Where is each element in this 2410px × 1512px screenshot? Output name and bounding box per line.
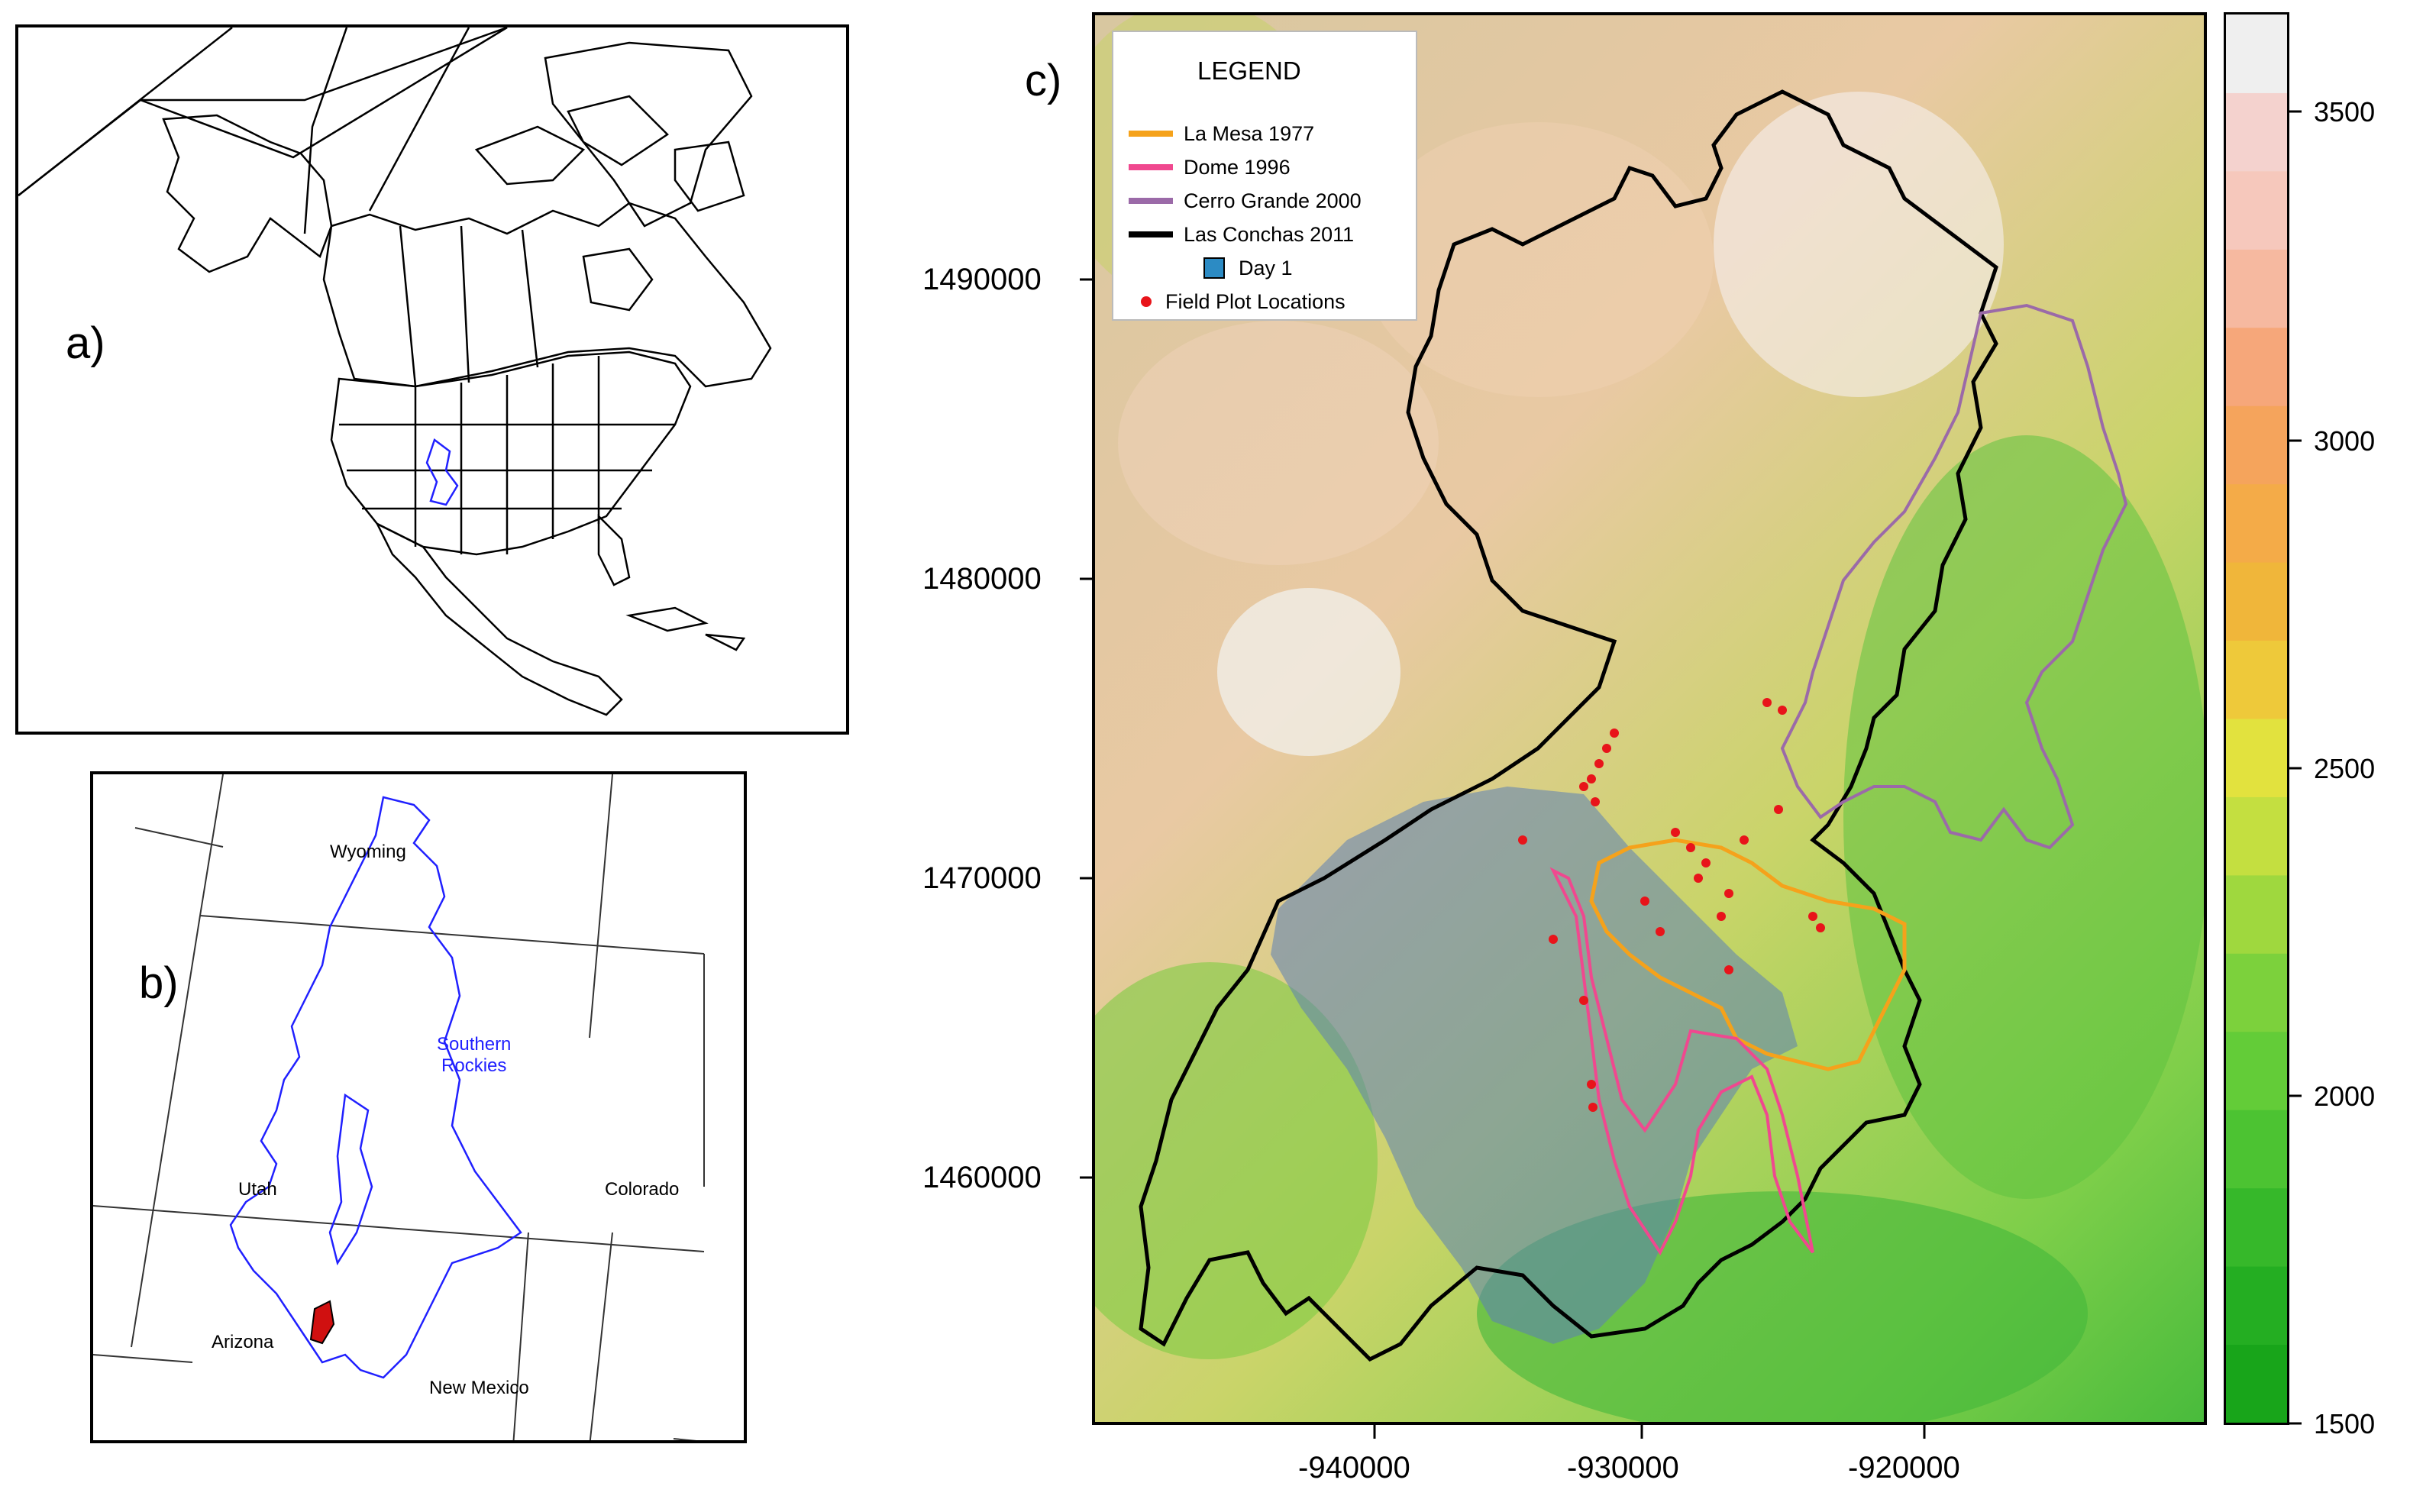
colorbar-band [2226, 92, 2287, 172]
la-mesa-perimeter [1589, 838, 1907, 1071]
las-conchas-perimeter [1139, 89, 1998, 1362]
cerro-grande-perimeter [1780, 303, 2128, 850]
legend-swatch-field-plots [1141, 296, 1152, 307]
colorbar-band [2226, 719, 2287, 797]
x-tick-label: -920000 [1848, 1451, 1960, 1485]
day1-burn-area [1271, 787, 1798, 1344]
panel-c-label: c) [1025, 56, 1062, 105]
colorbar-band [2226, 1187, 2287, 1267]
legend-label-day1: Day 1 [1239, 256, 1293, 279]
legend-title: LEGEND [1197, 57, 1301, 85]
legend-item-dome: Dome 1996 [1129, 156, 1291, 179]
colorbar-band [2226, 249, 2287, 328]
colorbar-band [2226, 170, 2287, 250]
colorbar-band [2226, 405, 2287, 485]
legend-label-las-conchas: Las Conchas 2011 [1184, 222, 1355, 246]
panel-a-label: a) [66, 318, 105, 368]
legend-swatch-la-mesa [1129, 131, 1173, 137]
colorbar-band [2226, 483, 2287, 563]
legend-swatch-day1 [1203, 257, 1225, 279]
y-tick-label: 1480000 [922, 562, 1042, 596]
y-tick-label: 1460000 [922, 1161, 1042, 1194]
southern-rockies-map [93, 774, 705, 1440]
legend-item-las-conchas: Las Conchas 2011 [1129, 223, 1354, 246]
colorbar-band [2226, 796, 2287, 876]
x-tick-label: -930000 [1567, 1451, 1679, 1485]
colorbar-band [2226, 953, 2287, 1032]
colorbar-band [2226, 640, 2287, 719]
field-plot-locations [1518, 698, 1825, 1112]
southern-rockies-outline [425, 438, 459, 506]
state-label-wyoming: Wyoming [330, 842, 406, 862]
colorbar-band [2226, 874, 2287, 954]
colorbar-band [2226, 1110, 2287, 1189]
legend-item-la-mesa: La Mesa 1977 [1129, 122, 1314, 145]
colorbar-band [2226, 1344, 2287, 1423]
colorbar-bands [2226, 15, 2287, 1423]
legend-label-field-plots: Field Plot Locations [1165, 289, 1346, 313]
panel-a-north-america-map: a) [15, 24, 849, 735]
panel-c-elevation-map: LEGEND La Mesa 1977 Dome 1996 Cerro Gran… [1092, 12, 2207, 1425]
legend-label-dome: Dome 1996 [1184, 155, 1291, 179]
state-label-colorado: Colorado [605, 1179, 680, 1200]
elevation-colorbar [2224, 12, 2289, 1425]
legend-item-cerro-grande: Cerro Grande 2000 [1129, 189, 1362, 212]
legend-swatch-las-conchas [1129, 231, 1173, 237]
panel-b-southern-rockies-map: b) Wyoming Utah Colorado Arizona New Mex… [90, 771, 747, 1443]
colorbar-band [2226, 1266, 2287, 1346]
legend-item-field-plots: Field Plot Locations [1141, 290, 1346, 313]
panel-b-label: b) [139, 958, 179, 1008]
legend-label-cerro-grande: Cerro Grande 2000 [1184, 189, 1362, 212]
colorbar-tick-label: 3000 [2314, 425, 2376, 457]
legend-item-day1: Day 1 [1203, 257, 1293, 279]
colorbar-band [2226, 15, 2287, 93]
burn-area-marker [309, 1300, 335, 1345]
southern-rockies-boundary [229, 796, 522, 1379]
y-tick-label: 1490000 [922, 263, 1042, 296]
dome-perimeter [1549, 867, 1814, 1255]
state-label-arizona: Arizona [212, 1332, 274, 1352]
legend-label-la-mesa: La Mesa 1977 [1184, 121, 1315, 145]
colorbar-band [2226, 1031, 2287, 1110]
state-label-utah: Utah [238, 1179, 277, 1200]
map-legend: LEGEND La Mesa 1977 Dome 1996 Cerro Gran… [1112, 31, 1417, 321]
colorbar-tick-label: 2500 [2314, 753, 2376, 784]
x-tick-label: -940000 [1298, 1451, 1410, 1485]
colorbar-tick-label: 1500 [2314, 1408, 2376, 1439]
colorbar-band [2226, 327, 2287, 406]
north-america-outline [18, 27, 772, 716]
state-label-new-mexico: New Mexico [429, 1378, 529, 1398]
y-tick-label: 1470000 [922, 861, 1042, 895]
legend-swatch-dome [1129, 164, 1173, 170]
colorbar-tick-label: 3500 [2314, 96, 2376, 128]
colorbar-tick-label: 2000 [2314, 1081, 2376, 1112]
legend-swatch-cerro-grande [1129, 198, 1173, 204]
region-label-southern-rockies: Southern Rockies [437, 1034, 512, 1076]
colorbar-band [2226, 562, 2287, 641]
